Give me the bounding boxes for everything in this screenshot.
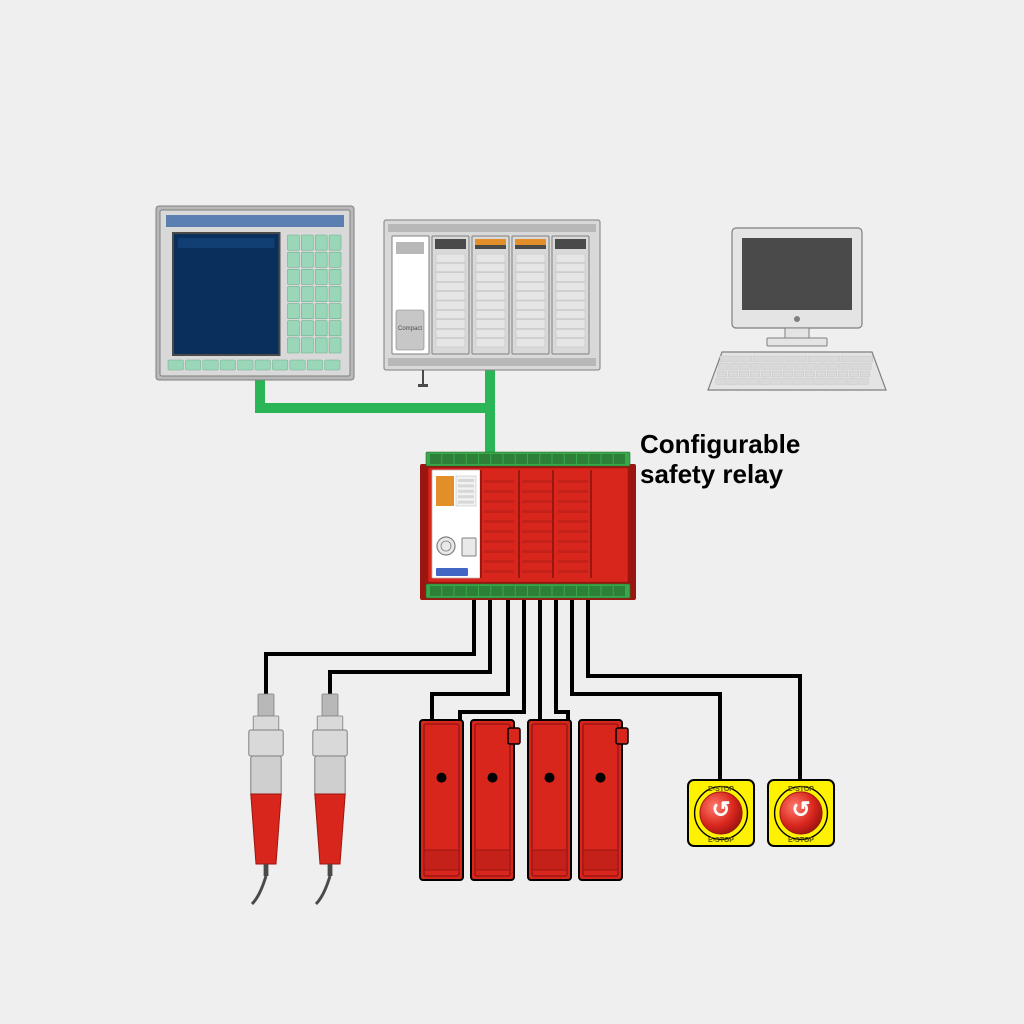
svg-text:↺: ↺: [712, 797, 731, 822]
relay-label-line1: Configurable: [640, 429, 800, 459]
plc-rack: Compact: [384, 220, 600, 387]
safety-switch-pair: [528, 720, 628, 880]
safety-switch-pair: [420, 720, 520, 880]
svg-text:Compact: Compact: [398, 326, 422, 332]
interlock-switch: [249, 694, 283, 904]
estop-button: ↺ E-STOP E-STOP: [688, 780, 754, 846]
relay-label: Configurable safety relay: [640, 430, 800, 490]
hmi-panel: [156, 206, 354, 380]
svg-text:E-STOP: E-STOP: [708, 837, 734, 844]
svg-text:E-STOP: E-STOP: [788, 837, 814, 844]
estop-button: ↺ E-STOP E-STOP: [768, 780, 834, 846]
svg-text:↺: ↺: [792, 797, 811, 822]
svg-text:E-STOP: E-STOP: [708, 786, 734, 793]
svg-text:E-STOP: E-STOP: [788, 786, 814, 793]
pc-workstation: [708, 228, 886, 390]
relay-label-line2: safety relay: [640, 459, 783, 489]
diagram-canvas: Compact ↺ E-STOP E-STOP ↺ E-STOP E-STOP: [0, 0, 1024, 1024]
safety-relay: [420, 452, 636, 600]
interlock-switch: [313, 694, 347, 904]
